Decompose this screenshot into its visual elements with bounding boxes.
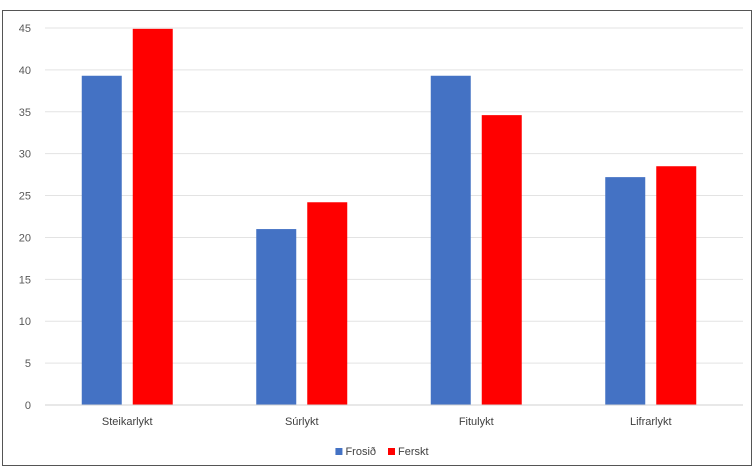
legend-label: Frosið xyxy=(345,446,376,458)
y-tick-label: 40 xyxy=(19,65,31,77)
bar-ferskt-4 xyxy=(656,166,697,405)
bar-frosið-4 xyxy=(605,177,646,405)
y-tick-label: 20 xyxy=(19,232,31,244)
bar-ferskt-3 xyxy=(481,115,522,405)
chart-frame: 0 5 10 15 20 25 30 35 40 45 Steikarlykt Súrlykt Fit… xyxy=(2,10,752,466)
y-tick-label: 25 xyxy=(19,191,31,203)
x-category-label: Fitulykt xyxy=(459,416,494,428)
bar-ferskt-1 xyxy=(132,28,173,406)
legend-swatch xyxy=(388,448,395,455)
y-tick-label: 10 xyxy=(19,316,31,328)
y-axis-ticks: 0 5 10 15 20 25 30 35 40 45 xyxy=(19,23,31,412)
y-tick-label: 35 xyxy=(19,107,31,119)
legend-label: Ferskt xyxy=(398,446,429,458)
y-tick-label: 5 xyxy=(25,358,31,370)
legend-item: Ferskt xyxy=(388,446,429,458)
x-category-label: Lifrarlykt xyxy=(630,416,672,428)
y-tick-label: 30 xyxy=(19,149,31,161)
legend-item: Frosið xyxy=(335,446,376,458)
legend: Frosið Ferskt xyxy=(335,446,429,458)
x-category-label: Steikarlykt xyxy=(102,416,153,428)
bar-ferskt-2 xyxy=(307,202,348,405)
bar-frosið-1 xyxy=(81,75,122,406)
legend-swatch xyxy=(335,448,343,455)
y-tick-label: 45 xyxy=(19,23,31,35)
bar-frosið-2 xyxy=(256,229,297,405)
x-category-label: Súrlykt xyxy=(285,416,319,428)
bars xyxy=(81,28,697,406)
x-axis-category-labels: Steikarlykt Súrlykt Fitulykt Lifrarlykt xyxy=(102,416,672,428)
bar-chart: 0 5 10 15 20 25 30 35 40 45 Steikarlykt Súrlykt Fit… xyxy=(19,23,743,458)
y-tick-label: 0 xyxy=(25,400,31,412)
bar-frosið-3 xyxy=(430,75,471,406)
y-tick-label: 15 xyxy=(19,274,31,286)
